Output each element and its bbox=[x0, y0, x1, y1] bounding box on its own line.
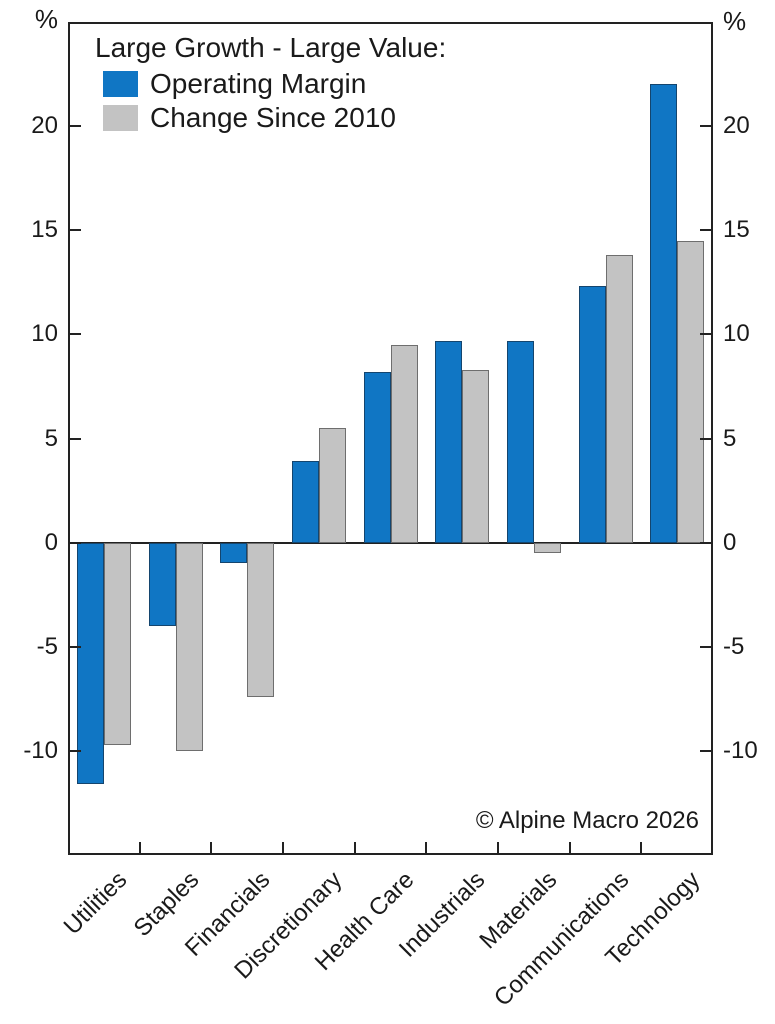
legend: Large Growth - Large Value: Operating Ma… bbox=[95, 32, 446, 132]
x-tick-2 bbox=[210, 842, 213, 855]
x-tick-5 bbox=[425, 842, 428, 855]
y-tick-left--10 bbox=[68, 749, 81, 752]
y-tick-right--10 bbox=[700, 749, 713, 752]
copyright-text: © Alpine Macro 2026 bbox=[475, 807, 699, 834]
bar-materials-operating-margin bbox=[506, 340, 534, 543]
bar-industrials-change-since-2010 bbox=[462, 369, 490, 543]
y-label-left-10: 10 bbox=[31, 320, 58, 348]
y-label-left-15: 15 bbox=[31, 216, 58, 244]
bar-discretionary-change-since-2010 bbox=[318, 428, 346, 543]
bar-financials-change-since-2010 bbox=[247, 542, 275, 697]
legend-label-change-since-2010: Change Since 2010 bbox=[150, 102, 396, 133]
bar-staples-change-since-2010 bbox=[175, 542, 203, 751]
y-tick-right-10 bbox=[700, 333, 713, 336]
y-label-right-5: 5 bbox=[723, 424, 737, 452]
y-tick-left-0 bbox=[68, 541, 81, 544]
y-label-right-10: 10 bbox=[723, 320, 750, 348]
y-label-left-0: 0 bbox=[44, 528, 58, 556]
bar-materials-change-since-2010 bbox=[533, 542, 561, 554]
y-axis-unit-right: % bbox=[723, 6, 747, 36]
x-tick-4 bbox=[353, 842, 356, 855]
bar-utilities-operating-margin bbox=[76, 542, 104, 785]
bar-financials-operating-margin bbox=[220, 542, 248, 564]
y-tick-left-15 bbox=[68, 229, 81, 232]
y-tick-right-5 bbox=[700, 437, 713, 440]
y-label-left-20: 20 bbox=[31, 112, 58, 140]
y-label-right-20: 20 bbox=[723, 112, 750, 140]
x-tick-8 bbox=[640, 842, 643, 855]
y-tick-left-5 bbox=[68, 437, 81, 440]
y-tick-left-20 bbox=[68, 125, 81, 128]
y-axis-unit-left: % bbox=[34, 4, 58, 34]
x-tick-7 bbox=[568, 842, 571, 855]
plot-area: Large Growth - Large Value: Operating Ma… bbox=[68, 22, 713, 855]
y-label-left--5: -5 bbox=[36, 632, 58, 660]
bar-communications-operating-margin bbox=[578, 286, 606, 543]
bar-technology-change-since-2010 bbox=[677, 240, 705, 543]
bar-industrials-operating-margin bbox=[435, 340, 463, 543]
bar-health-care-change-since-2010 bbox=[390, 344, 418, 543]
zero-axis-line bbox=[68, 541, 713, 544]
y-label-left-5: 5 bbox=[44, 424, 58, 452]
y-tick-right-20 bbox=[700, 125, 713, 128]
x-tick-6 bbox=[497, 842, 499, 855]
legend-item-change-since-2010: Change Since 2010 bbox=[103, 104, 446, 132]
y-label-right-15: 15 bbox=[723, 216, 750, 244]
bar-health-care-operating-margin bbox=[363, 371, 391, 543]
bar-technology-operating-margin bbox=[650, 84, 678, 543]
y-tick-right--5 bbox=[700, 645, 713, 648]
y-tick-left--5 bbox=[68, 645, 81, 648]
y-tick-right-0 bbox=[700, 541, 713, 544]
legend-label-operating-margin: Operating Margin bbox=[150, 68, 367, 99]
bar-staples-operating-margin bbox=[148, 542, 176, 626]
bar-communications-change-since-2010 bbox=[605, 255, 633, 543]
legend-item-operating-margin: Operating Margin bbox=[103, 70, 446, 98]
legend-title: Large Growth - Large Value: bbox=[95, 32, 447, 63]
operating-margin-swatch bbox=[103, 71, 138, 97]
y-label-right--5: -5 bbox=[723, 632, 745, 660]
x-tick-1 bbox=[138, 842, 141, 855]
change-since-2010-swatch bbox=[103, 105, 138, 131]
y-tick-right-15 bbox=[700, 229, 713, 232]
bar-utilities-change-since-2010 bbox=[103, 542, 131, 745]
bar-discretionary-operating-margin bbox=[291, 461, 319, 543]
x-tick-3 bbox=[282, 842, 284, 855]
y-label-right-0: 0 bbox=[723, 528, 737, 556]
y-tick-left-10 bbox=[68, 333, 81, 336]
y-label-left--10: -10 bbox=[23, 736, 58, 764]
y-label-right--10: -10 bbox=[723, 736, 758, 764]
